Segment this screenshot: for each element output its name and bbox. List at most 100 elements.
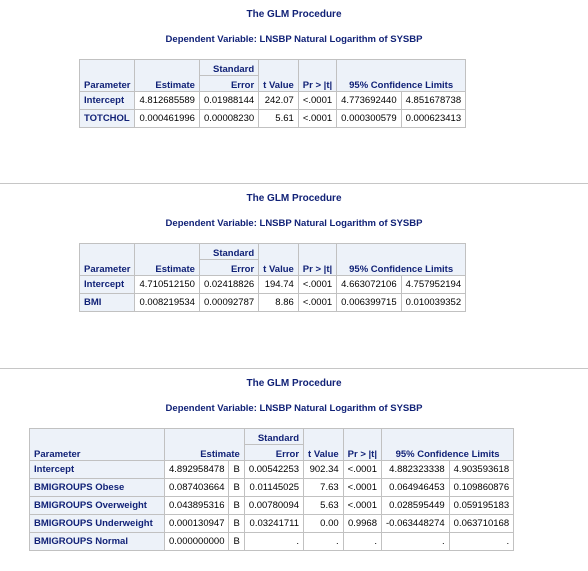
header-standard: Standard bbox=[243, 428, 305, 445]
row-p-value: <.0001 bbox=[297, 293, 338, 312]
row-estimate: 0.008219534 bbox=[134, 293, 200, 312]
row-parameter: Intercept bbox=[78, 275, 136, 294]
row-lower-cl: -0.063448274 bbox=[381, 514, 450, 533]
row-flag: B bbox=[228, 532, 245, 551]
row-estimate: 4.892958478 bbox=[163, 460, 230, 479]
row-std-error: 0.01145025 bbox=[243, 478, 305, 497]
row-t-value: 7.63 bbox=[303, 478, 344, 497]
row-upper-cl: 4.851678738 bbox=[400, 91, 467, 110]
row-p-value: 0.9968 bbox=[342, 514, 383, 533]
row-t-value: 242.07 bbox=[258, 91, 299, 110]
row-t-value: 5.61 bbox=[258, 109, 299, 128]
row-flag: B bbox=[228, 478, 245, 497]
section-divider bbox=[0, 368, 588, 369]
table-row: Intercept 4.710512150 0.02418826 194.74 … bbox=[78, 275, 467, 294]
table-row: BMI 0.008219534 0.00092787 8.86 <.0001 0… bbox=[78, 293, 467, 312]
row-p-value: <.0001 bbox=[297, 109, 338, 128]
row-upper-cl: 4.757952194 bbox=[400, 275, 467, 294]
table-row: Intercept 4.892958478 B 0.00542253 902.3… bbox=[29, 460, 515, 479]
row-estimate: 0.000000000 bbox=[163, 532, 230, 551]
row-flag: B bbox=[228, 514, 245, 533]
row-p-value: <.0001 bbox=[297, 91, 338, 110]
table-row: BMIGROUPS Underweight 0.000130947 B 0.03… bbox=[29, 514, 515, 533]
row-parameter: BMIGROUPS Obese bbox=[29, 478, 165, 497]
table-row: BMIGROUPS Overweight 0.043895316 B 0.007… bbox=[29, 496, 515, 515]
row-lower-cl: 0.000300579 bbox=[336, 109, 402, 128]
row-std-error: 0.00092787 bbox=[198, 293, 260, 312]
row-lower-cl: 4.773692440 bbox=[336, 91, 402, 110]
row-std-error: . bbox=[243, 532, 305, 551]
row-t-value: 5.63 bbox=[303, 496, 344, 515]
header-t-value: t Value bbox=[258, 59, 299, 92]
parameter-estimates-table-3: Parameter Estimate Standard t Value Pr >… bbox=[29, 428, 515, 551]
table-row: BMIGROUPS Normal 0.000000000 B . . . . . bbox=[29, 532, 515, 551]
header-pr-t: Pr > |t| bbox=[297, 59, 338, 92]
row-estimate: 0.087403664 bbox=[163, 478, 230, 497]
row-t-value: 0.00 bbox=[303, 514, 344, 533]
row-t-value: . bbox=[303, 532, 344, 551]
row-estimate: 0.043895316 bbox=[163, 496, 230, 515]
row-p-value: <.0001 bbox=[297, 275, 338, 294]
row-std-error: 0.00008230 bbox=[198, 109, 260, 128]
header-parameter: Parameter bbox=[78, 59, 136, 92]
row-parameter: Intercept bbox=[78, 91, 136, 110]
row-lower-cl: 0.064946453 bbox=[381, 478, 450, 497]
header-t-value: t Value bbox=[258, 243, 299, 276]
header-error: Error bbox=[198, 75, 260, 92]
row-estimate: 0.000130947 bbox=[163, 514, 230, 533]
header-estimate: Estimate bbox=[164, 428, 245, 461]
row-parameter: TOTCHOL bbox=[78, 109, 136, 128]
table-row: Intercept 4.812685589 0.01988144 242.07 … bbox=[78, 91, 467, 110]
header-parameter: Parameter bbox=[29, 428, 165, 461]
header-estimate: Estimate bbox=[134, 243, 200, 276]
header-pr-t: Pr > |t| bbox=[297, 243, 338, 276]
row-estimate: 4.812685589 bbox=[134, 91, 200, 110]
row-t-value: 8.86 bbox=[258, 293, 299, 312]
row-parameter: BMIGROUPS Underweight bbox=[29, 514, 165, 533]
header-confidence-limits: 95% Confidence Limits bbox=[336, 243, 467, 276]
row-p-value: <.0001 bbox=[342, 460, 383, 479]
dependent-variable-1: Dependent Variable: LNSBP Natural Logari… bbox=[165, 34, 423, 45]
row-lower-cl: 4.663072106 bbox=[336, 275, 402, 294]
row-upper-cl: 0.063710168 bbox=[448, 514, 515, 533]
header-standard: Standard bbox=[198, 59, 260, 76]
row-t-value: 902.34 bbox=[303, 460, 344, 479]
header-error: Error bbox=[198, 259, 260, 276]
row-flag: B bbox=[228, 460, 245, 479]
row-std-error: 0.00780094 bbox=[243, 496, 305, 515]
row-p-value: <.0001 bbox=[342, 496, 383, 515]
header-t-value: t Value bbox=[303, 428, 344, 461]
row-std-error: 0.02418826 bbox=[198, 275, 260, 294]
row-p-value: <.0001 bbox=[342, 478, 383, 497]
proc-title-3: The GLM Procedure bbox=[246, 378, 342, 389]
row-upper-cl: 0.010039352 bbox=[400, 293, 467, 312]
row-lower-cl: 0.006399715 bbox=[336, 293, 402, 312]
header-confidence-limits: 95% Confidence Limits bbox=[380, 428, 515, 461]
parameter-estimates-table-1: Parameter Estimate Standard t Value Pr >… bbox=[78, 59, 467, 128]
row-std-error: 0.01988144 bbox=[198, 91, 260, 110]
row-std-error: 0.03241711 bbox=[243, 514, 305, 533]
row-parameter: BMI bbox=[78, 293, 136, 312]
row-lower-cl: 0.028595449 bbox=[381, 496, 450, 515]
header-pr-t: Pr > |t| bbox=[342, 428, 383, 461]
row-upper-cl: 0.059195183 bbox=[448, 496, 515, 515]
table-row: TOTCHOL 0.000461996 0.00008230 5.61 <.00… bbox=[78, 109, 467, 128]
row-lower-cl: . bbox=[381, 532, 450, 551]
table-row: BMIGROUPS Obese 0.087403664 B 0.01145025… bbox=[29, 478, 515, 497]
row-std-error: 0.00542253 bbox=[243, 460, 305, 479]
header-confidence-limits: 95% Confidence Limits bbox=[336, 59, 467, 92]
proc-title-2: The GLM Procedure bbox=[246, 193, 342, 204]
header-standard: Standard bbox=[198, 243, 260, 260]
dependent-variable-2: Dependent Variable: LNSBP Natural Logari… bbox=[165, 218, 423, 229]
dependent-variable-3: Dependent Variable: LNSBP Natural Logari… bbox=[165, 403, 423, 414]
header-parameter: Parameter bbox=[78, 243, 136, 276]
row-lower-cl: 4.882323338 bbox=[381, 460, 450, 479]
row-parameter: BMIGROUPS Overweight bbox=[29, 496, 165, 515]
section-divider bbox=[0, 183, 588, 184]
row-parameter: Intercept bbox=[29, 460, 165, 479]
row-upper-cl: 0.109860876 bbox=[448, 478, 515, 497]
row-upper-cl: . bbox=[448, 532, 515, 551]
row-estimate: 4.710512150 bbox=[134, 275, 200, 294]
row-parameter: BMIGROUPS Normal bbox=[29, 532, 165, 551]
header-error: Error bbox=[243, 444, 305, 461]
